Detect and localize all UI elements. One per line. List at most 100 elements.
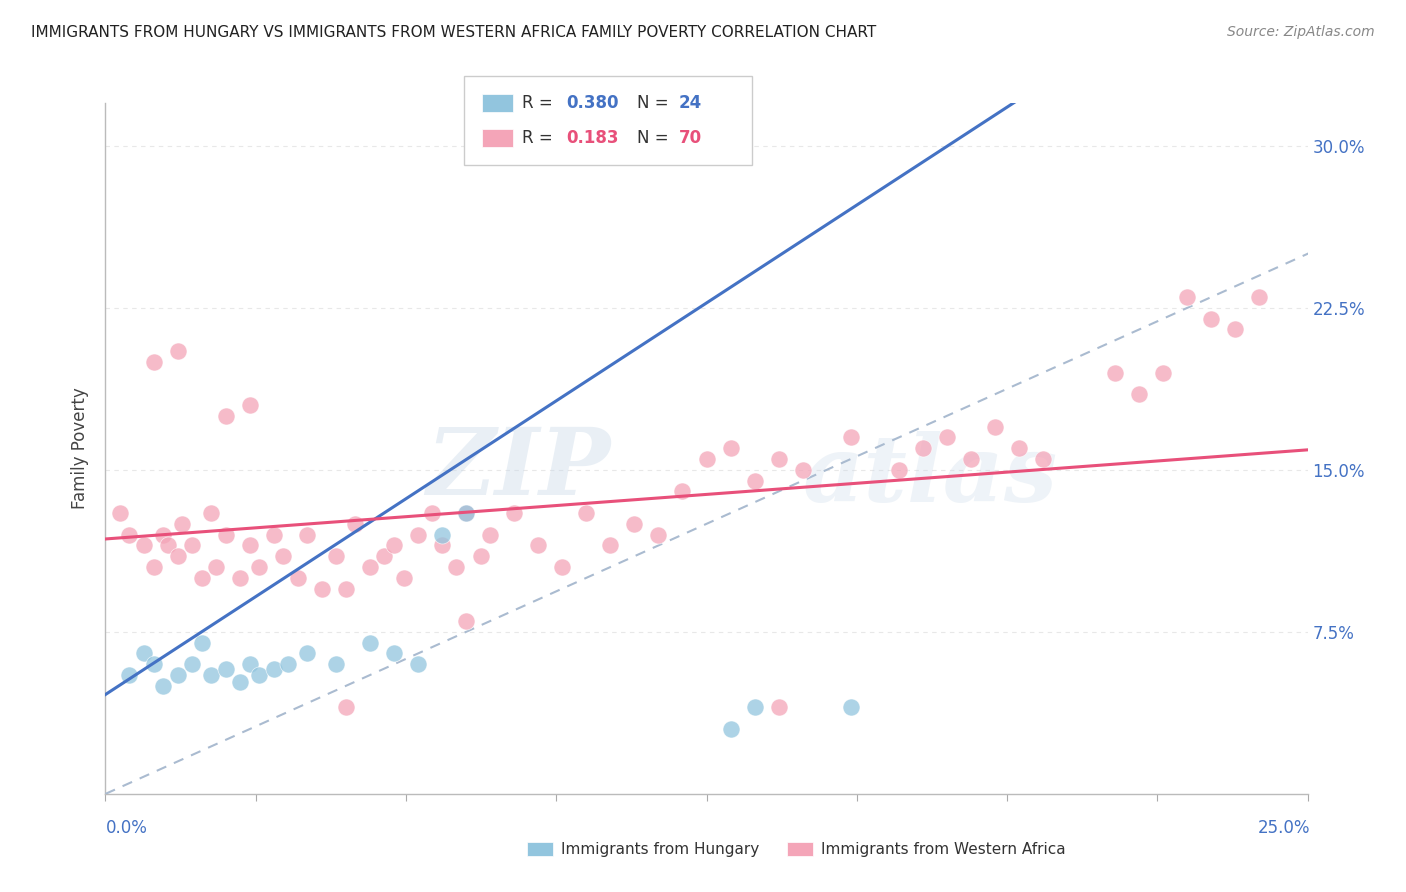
Point xyxy=(768,452,790,467)
Point xyxy=(551,560,574,574)
Point xyxy=(1201,311,1223,326)
Point xyxy=(287,571,309,585)
Point xyxy=(152,679,174,693)
Point xyxy=(325,657,347,672)
Point xyxy=(470,549,492,564)
Point xyxy=(214,409,236,423)
Point xyxy=(527,538,550,552)
Point xyxy=(671,484,693,499)
Point xyxy=(1152,366,1174,380)
Point xyxy=(446,560,468,574)
Text: Immigrants from Hungary: Immigrants from Hungary xyxy=(561,842,759,856)
Point xyxy=(166,344,188,359)
Point xyxy=(382,647,405,661)
Text: N =: N = xyxy=(637,129,673,147)
Point xyxy=(911,441,934,455)
Point xyxy=(239,538,262,552)
Text: IMMIGRANTS FROM HUNGARY VS IMMIGRANTS FROM WESTERN AFRICA FAMILY POVERTY CORRELA: IMMIGRANTS FROM HUNGARY VS IMMIGRANTS FR… xyxy=(31,25,876,40)
Point xyxy=(273,549,295,564)
Point xyxy=(696,452,718,467)
Point xyxy=(118,668,141,682)
Text: 70: 70 xyxy=(679,129,702,147)
Point xyxy=(1175,290,1198,304)
Text: Immigrants from Western Africa: Immigrants from Western Africa xyxy=(821,842,1066,856)
Point xyxy=(454,614,477,628)
Point xyxy=(239,657,262,672)
Point xyxy=(181,657,204,672)
Point xyxy=(430,538,453,552)
Text: 25.0%: 25.0% xyxy=(1258,819,1310,837)
Point xyxy=(1249,290,1271,304)
Point xyxy=(984,419,1007,434)
Point xyxy=(263,662,285,676)
Point xyxy=(108,506,131,520)
Point xyxy=(311,582,333,596)
Point xyxy=(1008,441,1031,455)
Point xyxy=(142,657,165,672)
Point xyxy=(454,506,477,520)
Point xyxy=(142,560,165,574)
Text: 0.0%: 0.0% xyxy=(105,819,148,837)
Y-axis label: Family Poverty: Family Poverty xyxy=(72,387,90,509)
Point xyxy=(373,549,395,564)
Point xyxy=(599,538,621,552)
Point xyxy=(247,560,270,574)
Point xyxy=(1128,387,1150,401)
Point xyxy=(839,430,862,444)
Point xyxy=(479,527,502,541)
Point xyxy=(623,516,645,531)
Point xyxy=(190,571,212,585)
Point xyxy=(392,571,415,585)
Point xyxy=(229,674,252,689)
Point xyxy=(142,355,165,369)
Point xyxy=(263,527,285,541)
Point xyxy=(422,506,444,520)
Point xyxy=(181,538,204,552)
Point xyxy=(297,647,319,661)
Point xyxy=(172,516,194,531)
Text: atlas: atlas xyxy=(803,431,1057,521)
Point xyxy=(839,700,862,714)
Point xyxy=(744,474,766,488)
Point xyxy=(406,657,429,672)
Point xyxy=(430,527,453,541)
Point xyxy=(297,527,319,541)
Point xyxy=(214,662,236,676)
Text: R =: R = xyxy=(522,94,558,112)
Point xyxy=(344,516,367,531)
Point xyxy=(647,527,669,541)
Point xyxy=(152,527,174,541)
Point xyxy=(239,398,262,412)
Text: R =: R = xyxy=(522,129,558,147)
Point xyxy=(229,571,252,585)
Point xyxy=(214,527,236,541)
Point xyxy=(768,700,790,714)
Point xyxy=(1225,322,1247,336)
Point xyxy=(1104,366,1126,380)
Point xyxy=(132,538,155,552)
Text: 0.380: 0.380 xyxy=(567,94,619,112)
Point xyxy=(382,538,405,552)
Point xyxy=(720,722,742,736)
Point xyxy=(887,463,910,477)
Point xyxy=(454,506,477,520)
Point xyxy=(200,506,222,520)
Point xyxy=(200,668,222,682)
Point xyxy=(325,549,347,564)
Point xyxy=(406,527,429,541)
Point xyxy=(190,635,212,649)
Text: 24: 24 xyxy=(679,94,703,112)
Point xyxy=(359,560,381,574)
Point xyxy=(792,463,814,477)
Point xyxy=(744,700,766,714)
Point xyxy=(166,668,188,682)
Point xyxy=(503,506,526,520)
Point xyxy=(359,635,381,649)
Point xyxy=(205,560,228,574)
Point xyxy=(936,430,959,444)
Text: ZIP: ZIP xyxy=(426,424,610,514)
Point xyxy=(335,700,357,714)
Point xyxy=(720,441,742,455)
Point xyxy=(1032,452,1054,467)
Text: 0.183: 0.183 xyxy=(567,129,619,147)
